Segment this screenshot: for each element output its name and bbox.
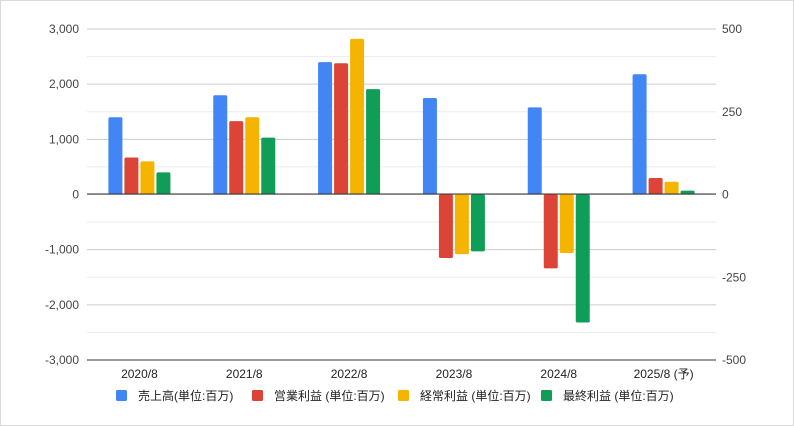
- bars: [108, 38, 695, 323]
- y2-tick-label: 0: [722, 188, 729, 202]
- bar-4-5: [575, 194, 590, 323]
- bar-2-1: [124, 157, 139, 195]
- x-tick-label: 2020/8: [121, 367, 158, 381]
- bar-4-3: [366, 89, 381, 195]
- y-tick-label: 3,000: [49, 22, 79, 36]
- y-axis-ticks: 3,000 2,000 1,000 0 -1,000 -2,000 -3,000: [45, 22, 79, 367]
- x-tick-label: 2024/8: [540, 367, 577, 381]
- y-tick-label: -3,000: [45, 353, 79, 367]
- bar-4-4: [470, 194, 485, 252]
- bar-1-4: [422, 97, 437, 195]
- bar-3-4: [454, 194, 469, 255]
- legend-label: 営業利益 (単位:百万): [274, 388, 385, 403]
- y2-tick-label: 500: [722, 22, 742, 36]
- bar-1-6: [632, 74, 647, 195]
- y2-tick-label: -500: [722, 353, 746, 367]
- bar-3-3: [350, 38, 365, 195]
- y-tick-label: 0: [72, 188, 79, 202]
- legend: 売上高(単位:百万) 営業利益 (単位:百万) 経常利益 (単位:百万) 最終利益 (…: [116, 388, 674, 403]
- x-tick-label: 2021/8: [226, 367, 263, 381]
- bar-2-4: [438, 194, 453, 258]
- y-tick-label: -1,000: [45, 243, 79, 257]
- bar-1-5: [527, 107, 542, 195]
- y2-tick-label: -250: [722, 270, 746, 284]
- x-tick-label: 2022/8: [331, 367, 368, 381]
- bar-1-2: [213, 95, 228, 195]
- bar-2-3: [334, 63, 349, 195]
- legend-label: 売上高(単位:百万): [138, 388, 233, 403]
- y2-tick-label: 250: [722, 105, 742, 119]
- gridlines: [87, 28, 716, 361]
- bar-2-2: [229, 121, 244, 195]
- legend-label: 経常利益 (単位:百万): [420, 388, 531, 403]
- bar-4-1: [156, 172, 171, 195]
- y2-axis-ticks: 500 250 0 -250 -500: [722, 22, 746, 367]
- bar-3-2: [245, 117, 260, 195]
- legend-swatch: [398, 390, 409, 401]
- y-tick-label: 2,000: [49, 77, 79, 91]
- bar-1-1: [108, 117, 123, 195]
- y-tick-label: -2,000: [45, 298, 79, 312]
- bar-3-1: [140, 161, 155, 195]
- legend-swatch: [252, 390, 263, 401]
- legend-swatch: [116, 390, 127, 401]
- x-tick-label: 2025/8 (予): [634, 367, 694, 381]
- bar-2-6: [648, 177, 663, 195]
- legend-swatch: [541, 390, 552, 401]
- axes: [87, 193, 716, 361]
- x-axis-ticks: 2020/8 2021/8 2022/8 2023/8 2024/8 2025/8 (予): [121, 367, 694, 381]
- bar-1-3: [318, 62, 333, 195]
- y-tick-label: 1,000: [49, 132, 79, 146]
- bar-3-5: [559, 194, 574, 253]
- bar-3-6: [664, 181, 679, 195]
- bar-4-2: [261, 137, 276, 195]
- bar-2-5: [543, 194, 558, 269]
- legend-label: 最終利益 (単位:百万): [563, 388, 674, 403]
- x-tick-label: 2023/8: [436, 367, 473, 381]
